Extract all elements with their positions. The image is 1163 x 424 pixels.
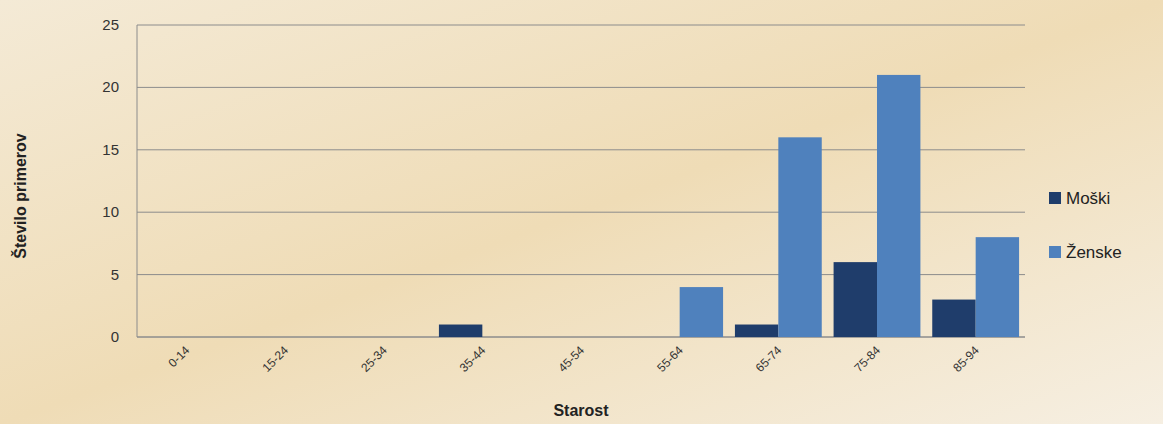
bar [778,137,821,337]
bar [384,337,427,338]
bar [482,337,525,338]
y-axis-title: Število primerov [11,133,29,258]
x-tick-label: 65-74 [753,343,785,375]
bar [186,337,229,338]
bar [636,337,679,338]
y-axis [137,25,138,337]
grid-line [137,25,1025,26]
x-tick-label: 45-54 [556,343,588,375]
x-tick-label: 0-14 [166,343,193,370]
bar [538,337,581,338]
bar [680,287,723,337]
y-tick-label: 10 [102,203,119,220]
x-tick-label: 25-34 [358,343,390,375]
bar [735,325,778,337]
y-tick-label: 20 [102,78,119,95]
x-tick-label: 55-64 [654,343,686,375]
legend-swatch [1049,192,1061,204]
bars [439,75,1019,337]
legend-label: Moški [1066,189,1110,208]
y-tick-label: 25 [102,16,119,33]
y-tick-label: 0 [111,328,119,345]
bar [932,300,975,337]
bar [976,237,1019,337]
x-tick-label: 85-94 [950,343,982,375]
x-tick-label: 75-84 [852,343,884,375]
legend-label: Ženske [1066,243,1122,262]
chart: 0 5 10 15 20 25 0-14 15-24 25-34 35-44 45-54 55-64 6… [0,0,1163,424]
legend-swatch [1049,246,1061,258]
bar [285,337,328,338]
bar [581,337,624,338]
bar [439,325,482,337]
x-tick-label: 15-24 [260,343,292,375]
x-tick-label: 35-44 [457,343,489,375]
bar [143,337,186,338]
x-axis-title: Starost [553,402,609,419]
y-tick-label: 5 [111,266,119,283]
background [0,0,1163,424]
bar [834,262,877,337]
y-tick-label: 15 [102,141,119,158]
bar [242,337,285,338]
bar [340,337,383,338]
bar [877,75,920,337]
